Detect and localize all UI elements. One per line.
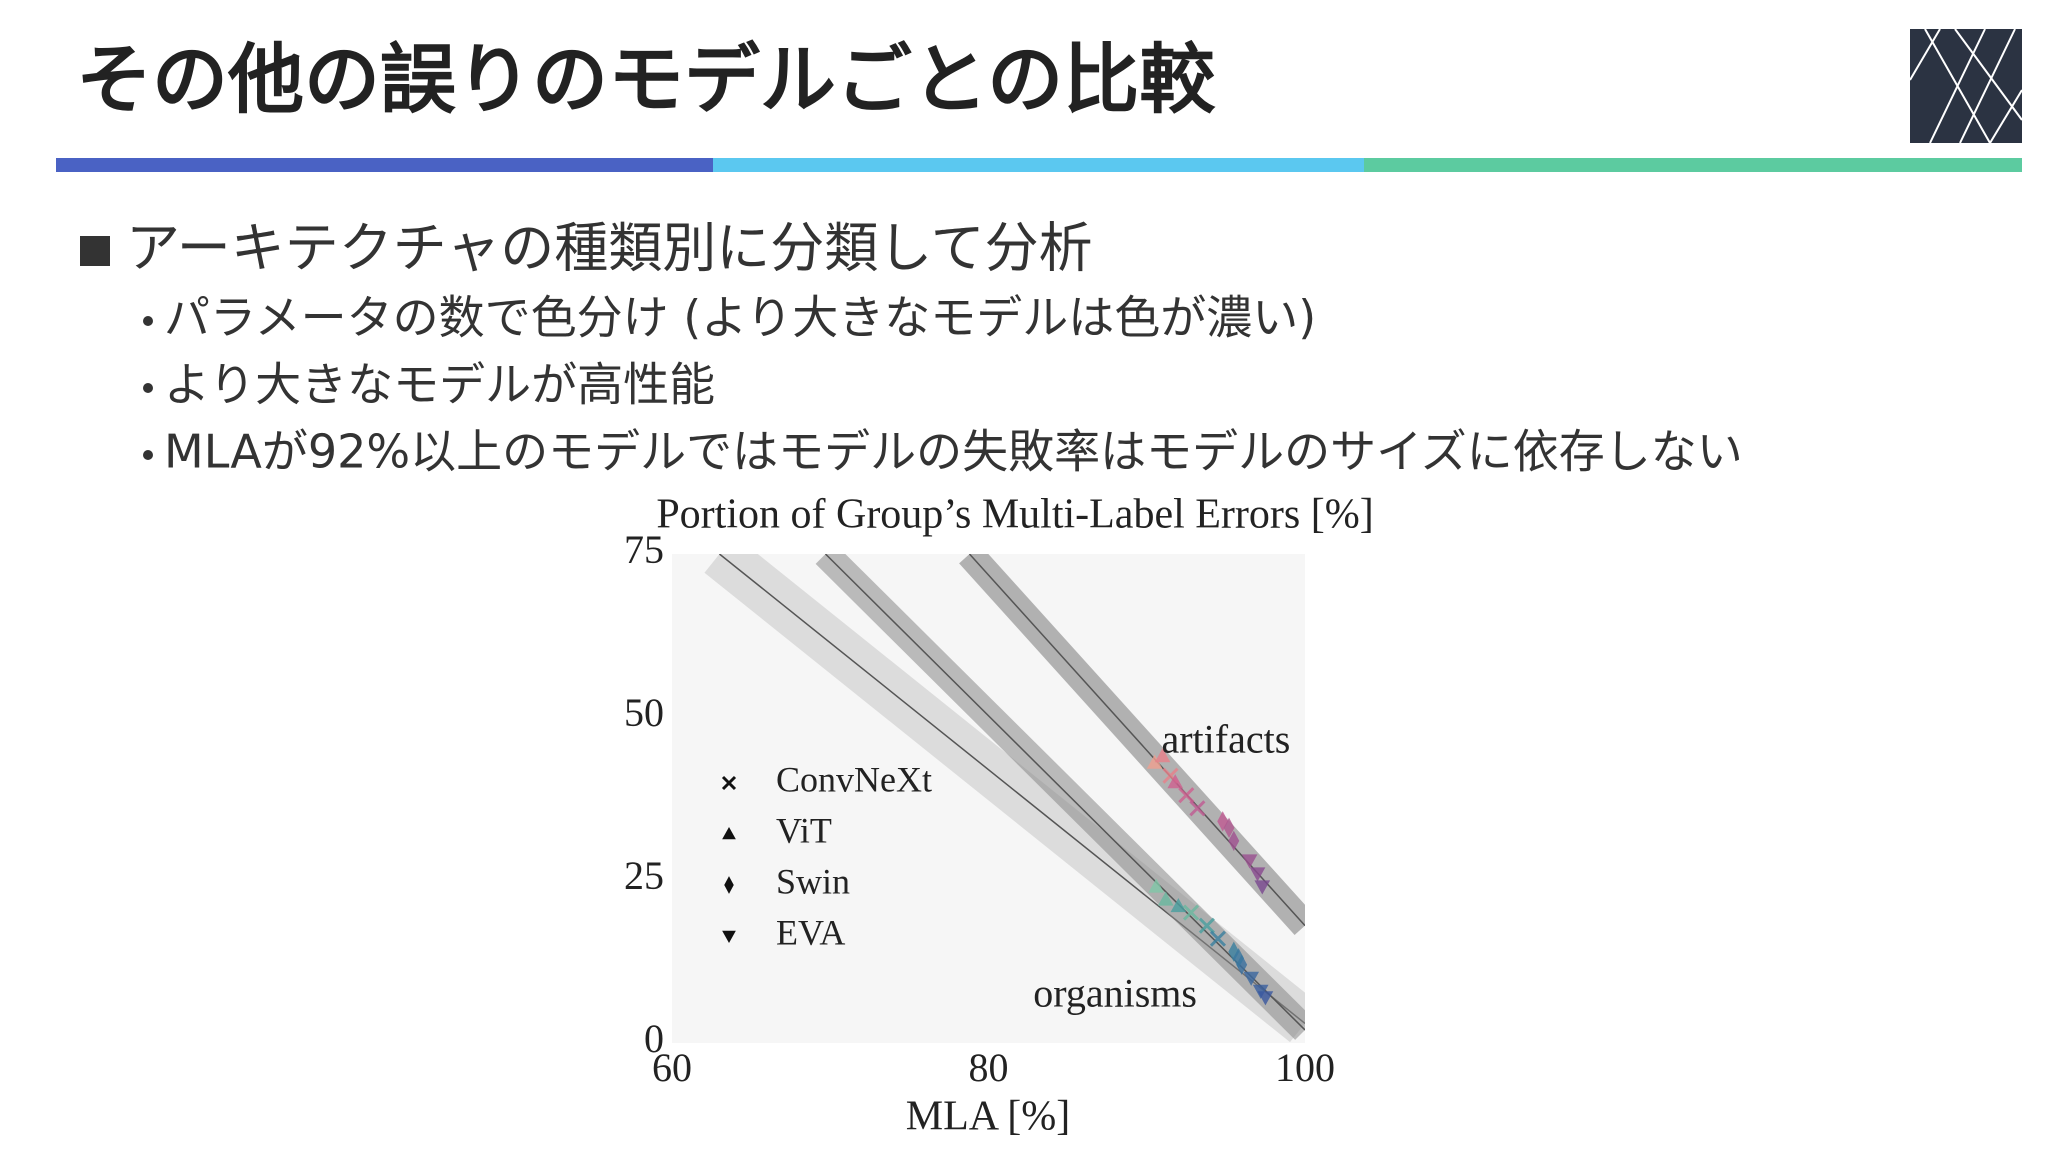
data-point bbox=[1209, 930, 1227, 947]
plot-content bbox=[704, 554, 1305, 1043]
title-bar bbox=[56, 158, 713, 172]
data-point bbox=[1170, 898, 1187, 913]
data-point bbox=[1233, 948, 1245, 969]
data-point bbox=[1228, 941, 1240, 962]
data-point bbox=[1249, 867, 1266, 882]
bullet-dot bbox=[143, 450, 153, 460]
y-tick-label: 75 bbox=[624, 527, 664, 572]
legend-marker bbox=[721, 775, 737, 791]
x-tick-label: 60 bbox=[652, 1045, 692, 1090]
bullet-sub: MLAが92%以上のモデルではモデルの失敗率はモデルのサイズに依存しない bbox=[164, 425, 1743, 479]
bullet-sub: パラメータの数で色分け (より大きなモデルは色が濃い) bbox=[164, 291, 1316, 345]
data-point bbox=[1178, 787, 1195, 804]
data-point bbox=[1148, 878, 1165, 893]
title-bar bbox=[713, 158, 1364, 172]
slide-title: その他の誤りのモデルごとの比較 bbox=[76, 35, 1216, 124]
annotation: organisms bbox=[1033, 971, 1197, 1016]
legend-label: EVA bbox=[776, 912, 845, 952]
x-axis-label: MLA [%] bbox=[906, 1094, 1070, 1140]
data-point bbox=[1182, 904, 1200, 921]
data-point bbox=[1228, 830, 1240, 852]
y-tick-label: 25 bbox=[624, 853, 664, 898]
bullet-square bbox=[80, 236, 110, 266]
data-point bbox=[1241, 854, 1258, 869]
data-point bbox=[1157, 891, 1174, 906]
y-tick-label: 0 bbox=[644, 1016, 664, 1061]
data-point bbox=[1189, 800, 1206, 817]
legend-marker bbox=[722, 930, 736, 944]
data-point bbox=[1167, 774, 1184, 789]
chart-title: Portion of Group’s Multi-Label Errors [%… bbox=[656, 492, 1373, 538]
data-point bbox=[1198, 917, 1215, 934]
legend-label: ConvNeXt bbox=[776, 759, 932, 799]
annotation: artifacts bbox=[1161, 716, 1290, 761]
legend-label: ViT bbox=[776, 810, 832, 850]
fit-line bbox=[824, 554, 1305, 1031]
legend-marker bbox=[724, 876, 734, 894]
bullet-dot bbox=[143, 383, 153, 393]
logo bbox=[1909, 28, 2023, 144]
legend-label: Swin bbox=[776, 861, 850, 901]
data-point bbox=[1223, 817, 1235, 838]
data-point bbox=[1154, 748, 1171, 763]
data-point bbox=[1257, 991, 1274, 1006]
x-tick-label: 80 bbox=[969, 1045, 1009, 1090]
bullet-main: アーキテクチャの種類別に分類して分析 bbox=[126, 217, 1093, 280]
title-bar bbox=[1364, 158, 2022, 172]
data-point bbox=[1217, 811, 1229, 832]
bullet-dot bbox=[143, 316, 153, 326]
data-point bbox=[1254, 880, 1271, 895]
y-tick-label: 50 bbox=[624, 690, 664, 735]
bullet-sub: より大きなモデルが高性能 bbox=[164, 358, 715, 412]
legend-marker bbox=[722, 826, 736, 840]
data-point bbox=[1243, 971, 1260, 986]
x-tick-label: 100 bbox=[1275, 1045, 1335, 1090]
